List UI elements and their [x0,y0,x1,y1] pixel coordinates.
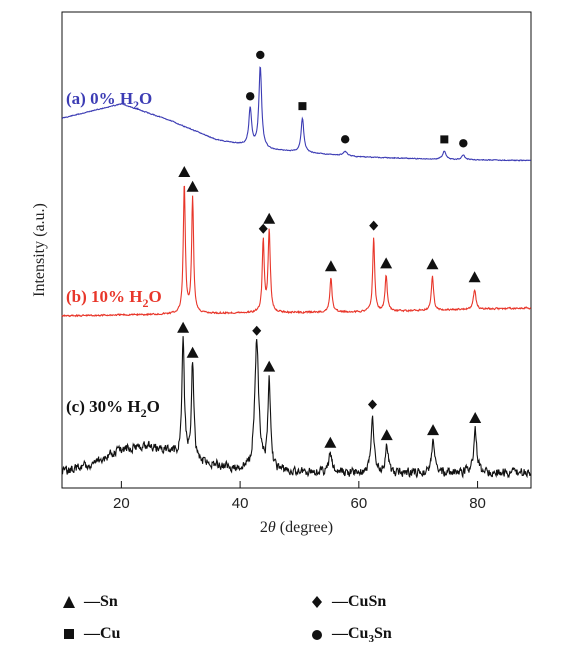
x-axis-title: 2θ (degree) [260,519,333,536]
triangle-icon [427,424,440,436]
legend-label: —Cu [84,625,121,642]
circle-icon [459,139,468,148]
legend-label: —Cu3Sn [332,625,392,646]
triangle-icon [380,257,393,269]
x-tick-label: 20 [113,495,130,512]
series-line-1 [61,185,532,318]
diamond-icon [369,220,379,231]
circle-icon [245,92,255,101]
diamond-icon [312,596,322,608]
legend-item-cu3sn: —Cu3Sn [310,625,392,645]
phase-marker-layer [177,50,482,448]
legend-item-cu: —Cu [62,625,120,643]
y-axis-title: Intensity (a.u.) [31,203,48,297]
phase-legend: —Sn —CuSn —Cu —Cu3Sn [0,585,563,655]
triangle-icon [380,429,393,441]
x-tick-label: 80 [469,495,486,512]
triangle-icon [178,165,191,177]
triangle-icon [324,436,337,448]
series-label-0: (a) 0% H2O [66,89,152,112]
x-tick-label: 40 [232,495,249,512]
x-tick-label: 60 [350,495,367,512]
triangle-icon [63,596,75,608]
triangle-icon [469,412,482,424]
xrd-chart: 20 40 60 80 (a) 0% H2O (b) 10% H2O (c) 30% H2… [31,11,532,536]
plot-frame [61,11,532,489]
square-icon [440,135,449,144]
triangle-icon [426,258,439,270]
diamond-icon [367,399,377,410]
triangle-icon [263,360,276,372]
series-label-1: (b) 10% H2O [66,287,162,310]
legend-label: —CuSn [332,593,387,610]
triangle-icon [177,321,190,333]
square-icon [64,629,74,639]
triangle-icon [186,180,199,192]
legend-item-sn: —Sn [62,593,118,611]
diamond-icon [258,223,268,234]
square-icon [298,102,307,111]
diamond-icon [252,325,262,336]
x-axis-ticks: 20 40 60 80 [113,481,486,512]
circle-icon [256,50,265,60]
legend-item-cusn: —CuSn [310,593,386,611]
triangle-icon [324,260,337,272]
series-layer [61,66,532,479]
legend-label: —Sn [84,593,118,610]
triangle-icon [263,212,276,224]
series-label-2: (c) 30% H2O [66,397,160,420]
triangle-icon [186,346,199,358]
series-line-0 [61,66,532,162]
series-label-layer: (a) 0% H2O (b) 10% H2O (c) 30% H2O [66,89,162,420]
triangle-icon [468,271,481,283]
series-line-2 [61,336,532,479]
circle-icon [312,630,322,641]
circle-icon [340,135,350,144]
